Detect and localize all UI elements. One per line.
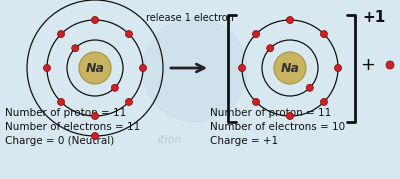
Text: Number of electrons = 11: Number of electrons = 11: [5, 122, 140, 132]
Text: Number of proton = 11: Number of proton = 11: [210, 108, 331, 118]
Circle shape: [238, 64, 246, 71]
Circle shape: [320, 31, 328, 38]
Text: Number of electrons = 10: Number of electrons = 10: [210, 122, 345, 132]
Text: ition.: ition.: [158, 135, 186, 145]
Text: +1: +1: [362, 10, 385, 25]
Circle shape: [92, 132, 98, 139]
Circle shape: [306, 84, 313, 91]
Circle shape: [274, 52, 306, 84]
Circle shape: [72, 45, 79, 52]
Circle shape: [143, 18, 247, 122]
Text: Number of proton = 11: Number of proton = 11: [5, 108, 126, 118]
Circle shape: [267, 45, 274, 52]
Circle shape: [92, 112, 98, 120]
Circle shape: [286, 16, 294, 23]
Circle shape: [79, 52, 111, 84]
Circle shape: [252, 31, 260, 38]
Text: Na: Na: [280, 62, 300, 74]
Circle shape: [320, 98, 328, 105]
Circle shape: [252, 98, 260, 105]
Circle shape: [111, 84, 118, 91]
Circle shape: [126, 98, 132, 105]
Circle shape: [334, 64, 342, 71]
Circle shape: [58, 98, 64, 105]
Text: Charge = 0 (Neutral): Charge = 0 (Neutral): [5, 136, 114, 146]
Circle shape: [58, 31, 64, 38]
Text: Charge = +1: Charge = +1: [210, 136, 278, 146]
Text: release 1 electron: release 1 electron: [146, 13, 234, 23]
Circle shape: [92, 16, 98, 23]
Circle shape: [44, 64, 50, 71]
Circle shape: [286, 112, 294, 120]
Circle shape: [126, 31, 132, 38]
Text: +: +: [360, 56, 376, 74]
Circle shape: [386, 61, 394, 69]
Text: Na: Na: [86, 62, 104, 74]
Circle shape: [140, 64, 146, 71]
